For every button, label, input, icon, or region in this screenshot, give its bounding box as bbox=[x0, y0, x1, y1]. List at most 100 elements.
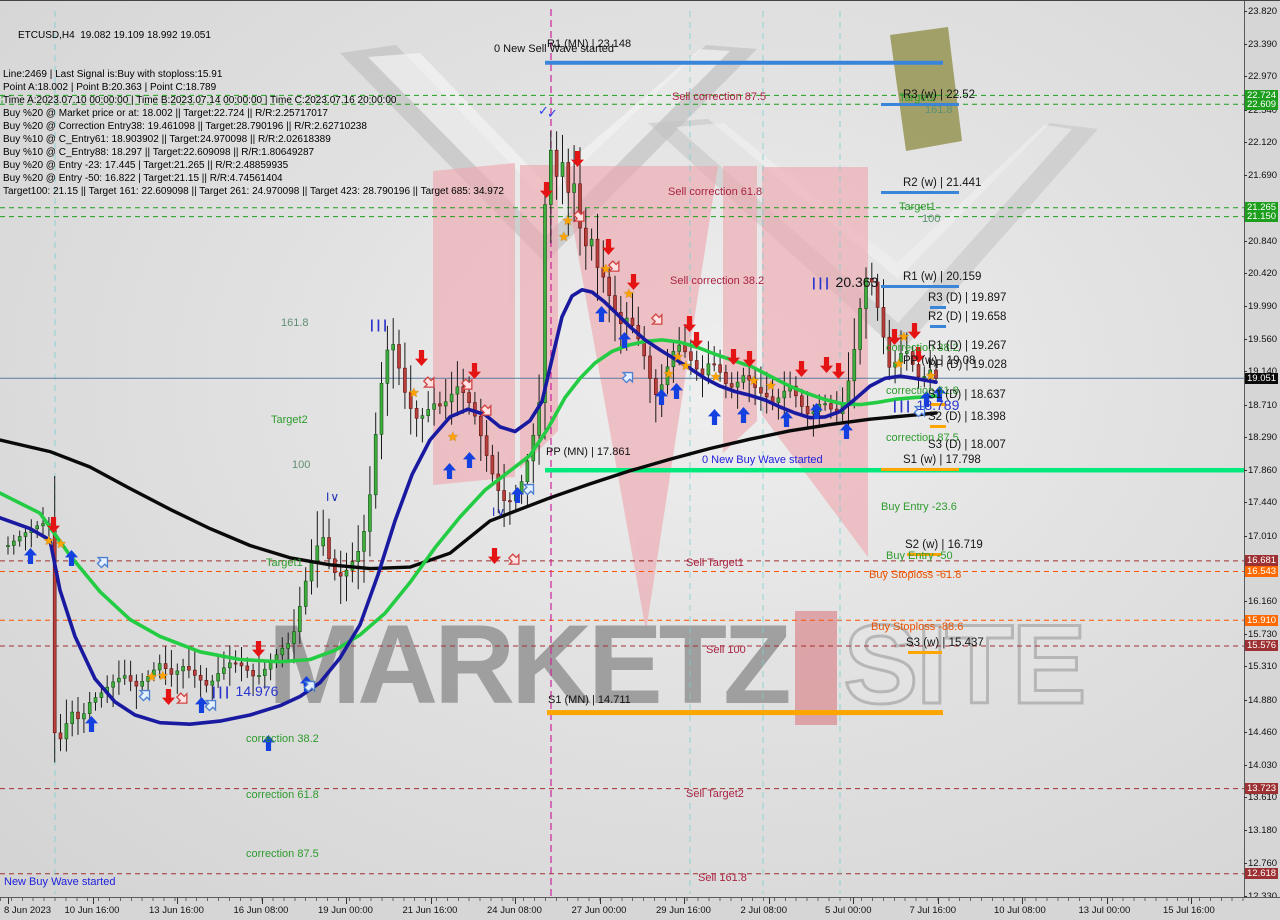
x-tick-label: 13 Jul 00:00 bbox=[1078, 905, 1131, 916]
chart-label: S3 (D) | 18.007 bbox=[928, 439, 1006, 451]
y-tick-mark bbox=[1244, 666, 1247, 667]
chart-label: Buy Entry -50 bbox=[886, 550, 953, 562]
chart-label: 0 New Buy Wave started bbox=[702, 454, 823, 466]
stop-price-badge: 16.681 bbox=[1245, 555, 1279, 566]
level-underline-orange bbox=[907, 553, 941, 556]
chart-label: PP (MN) | 17.861 bbox=[546, 446, 631, 458]
chart-label: 100 bbox=[292, 459, 311, 471]
chart-label: New Buy Wave started bbox=[4, 876, 116, 888]
chart-label: 161.8 bbox=[925, 104, 953, 116]
y-tick-label: 13.180 bbox=[1248, 825, 1278, 836]
info-line: Buy %20 @ Correction Entry38: 19.461098 … bbox=[3, 121, 367, 132]
x-tick-label: 10 Jul 08:00 bbox=[994, 905, 1046, 916]
y-tick-mark bbox=[1244, 700, 1247, 701]
hollow-up-arrow-icon bbox=[302, 678, 319, 700]
hollow-down-arrow-icon bbox=[505, 552, 522, 574]
y-tick-label: 19.560 bbox=[1248, 334, 1278, 345]
y-tick-label: 21.690 bbox=[1248, 170, 1278, 181]
x-tick-mark bbox=[853, 898, 854, 904]
y-tick-mark bbox=[1244, 142, 1247, 143]
chart-label: S1 (MN) | 14.711 bbox=[548, 694, 631, 706]
chart-label: Sell correction 61.8 bbox=[668, 186, 763, 198]
x-tick-mark bbox=[261, 898, 263, 904]
chart-label: R1 (w) | 20.159 bbox=[903, 271, 982, 283]
x-tick-mark bbox=[177, 898, 178, 904]
stop-price-badge: 15.576 bbox=[1245, 640, 1279, 651]
chart-label: correction 87.5 bbox=[886, 432, 959, 444]
y-tick-mark bbox=[1244, 797, 1247, 798]
y-tick-label: 15.310 bbox=[1248, 661, 1278, 672]
chart-label: correction 38.2 bbox=[246, 733, 319, 745]
star-icon: ★ bbox=[408, 385, 420, 400]
stop-price-badge: 16.543 bbox=[1245, 566, 1279, 577]
hollow-up-arrow-icon bbox=[521, 481, 538, 503]
target-price-badge: 21.265 bbox=[1245, 202, 1279, 213]
star-icon: ★ bbox=[55, 536, 67, 551]
target-price-badge: 22.724 bbox=[1245, 90, 1279, 101]
x-tick-label: 10 Jun 16:00 bbox=[64, 905, 120, 916]
chart-label: Buy Stoploss -88.6 bbox=[871, 621, 964, 633]
chart-label: 100 bbox=[922, 213, 941, 225]
level-underline-blue bbox=[930, 325, 946, 328]
price-axis[interactable]: 23.820 23.390 22.970 22.540 22.120 21.690 20.8… bbox=[1244, 1, 1280, 902]
y-tick-mark bbox=[1244, 241, 1247, 242]
watermark-text: MARKETZ SITE bbox=[268, 602, 1088, 727]
watermark-shapes bbox=[340, 27, 1098, 631]
y-tick-label: 22.120 bbox=[1248, 137, 1278, 148]
chart-label: Sell Target2 bbox=[686, 788, 744, 800]
chart-label: PP (w) | 19.08 bbox=[903, 355, 976, 367]
chart-label: R3 (D) | 19.897 bbox=[928, 292, 1007, 304]
info-line: Time A:2023.07.10 00:00:00 | Time B:2023… bbox=[3, 95, 397, 106]
y-tick-mark bbox=[1244, 732, 1247, 733]
x-tick-label: 2 Jul 08:00 bbox=[740, 905, 787, 916]
y-tick-mark bbox=[1244, 76, 1247, 77]
x-tick-mark bbox=[1022, 898, 1023, 904]
star-icon: ★ bbox=[748, 373, 760, 388]
hollow-up-arrow-icon bbox=[912, 403, 929, 425]
y-tick-label: 14.460 bbox=[1248, 727, 1278, 738]
time-axis[interactable]: 8 Jun 2023 10 Jun 16:00 13 Jun 16:00 16 Jun… bbox=[0, 897, 1280, 920]
y-tick-label: 12.760 bbox=[1248, 858, 1278, 869]
y-tick-label: 19.140 bbox=[1248, 366, 1278, 377]
y-tick-label: 22.540 bbox=[1248, 105, 1278, 116]
chart-label: R1 (D) | 19.267 bbox=[928, 340, 1007, 352]
star-icon: ★ bbox=[898, 329, 910, 344]
y-tick-mark bbox=[1244, 601, 1247, 602]
chart-label: Target2 bbox=[271, 414, 308, 426]
star-icon: ★ bbox=[447, 429, 459, 444]
x-tick-label: 16 Jun 08:00 bbox=[233, 905, 289, 916]
x-tick-mark bbox=[768, 898, 770, 904]
level-underline-blue bbox=[881, 285, 959, 288]
chart-label: correction 61.8 bbox=[886, 385, 959, 397]
chart-label: correction 61.8 bbox=[246, 789, 319, 801]
hollow-down-arrow-icon bbox=[648, 312, 665, 334]
info-line: Line:2469 | Last Signal is:Buy with stop… bbox=[3, 69, 223, 80]
x-tick-label: 24 Jun 08:00 bbox=[487, 905, 542, 916]
star-icon: ★ bbox=[893, 356, 905, 371]
star-icon: ★ bbox=[558, 229, 570, 244]
chart-label: Sell correction 87.5 bbox=[672, 91, 767, 103]
check-icon: ✓ bbox=[547, 106, 558, 121]
hollow-up-arrow-icon bbox=[203, 697, 220, 719]
y-tick-label: 18.290 bbox=[1248, 432, 1278, 443]
wave-mark-icon: I∨ bbox=[326, 490, 341, 504]
star-icon: ★ bbox=[600, 261, 612, 276]
y-tick-label: 12.330 bbox=[1248, 891, 1277, 902]
x-tick-mark bbox=[430, 898, 432, 904]
y-tick-label: 17.860 bbox=[1248, 465, 1278, 476]
watermark-site: SITE bbox=[842, 602, 1088, 727]
chart-label: Sell 161.8 bbox=[698, 872, 747, 884]
chart-label: 0 New Sell Wave started bbox=[494, 43, 615, 55]
x-tick-label: 5 Jul 00:00 bbox=[825, 905, 872, 916]
wave-mark-icon: I∨ bbox=[492, 505, 507, 519]
current-price-badge: 19.051 bbox=[1245, 373, 1279, 384]
x-tick-mark bbox=[92, 898, 94, 904]
level-underline-orange bbox=[930, 403, 946, 406]
expert-info-block: ETCUSD,H4 19.082 19.109 18.992 19.051 Li… bbox=[3, 3, 504, 198]
chart-label: R1 (MN) | 23.148 bbox=[547, 38, 632, 50]
chart-plot-area[interactable]: MARKETZ SITE ★ ★ ★ ★ ★ ★ ★ ★ ★ ★ ★ ★ ★ ★ ★ ★ ★ ★ ★ ✓ ✓ I∨ I∨ 0… bbox=[0, 1, 1244, 897]
y-tick-mark bbox=[1244, 306, 1247, 307]
star-icon: ★ bbox=[623, 286, 635, 301]
star-icon: ★ bbox=[710, 369, 722, 384]
stop-price-badge: 12.618 bbox=[1245, 868, 1279, 879]
